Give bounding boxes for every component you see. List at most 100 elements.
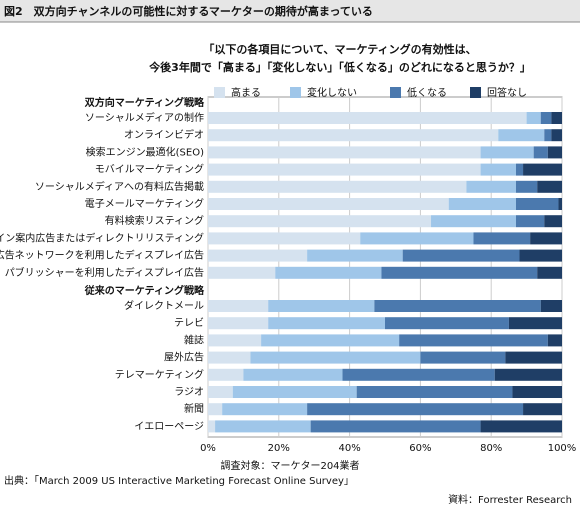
bar-segment xyxy=(208,163,481,176)
bar-segment xyxy=(515,163,524,176)
bar-segment xyxy=(208,334,262,347)
bar-segment xyxy=(480,146,534,159)
bar-segment xyxy=(540,112,552,124)
bar-segment xyxy=(208,420,216,433)
source: 出典：「March 2009 US Interactive Marketing … xyxy=(4,474,354,487)
y-tick-label: ラジオ xyxy=(174,386,204,398)
x-tick-label: 100% xyxy=(548,443,577,454)
legend-label: 変化しない xyxy=(307,86,357,99)
bar-segment xyxy=(356,386,513,398)
legend-label: 回答なし xyxy=(487,86,527,99)
bar-segment xyxy=(480,420,562,433)
bar-segment xyxy=(494,368,562,381)
bar-segment xyxy=(208,386,233,398)
bar-segment xyxy=(222,403,308,416)
y-tick-label: イエローページ xyxy=(134,421,204,432)
bar-segment xyxy=(250,351,421,364)
bar-segment xyxy=(523,403,562,416)
y-tick-label: 有料検索リスティング xyxy=(105,214,204,227)
x-tick-label: 60% xyxy=(409,443,431,454)
bar-segment xyxy=(515,198,559,210)
bar-segment xyxy=(551,129,562,142)
group-label: 双方向マーケティング戦略 xyxy=(85,96,205,109)
bar-segment xyxy=(208,403,223,416)
bar-segment xyxy=(208,129,499,142)
y-tick-label: モバイルマーケティング xyxy=(95,163,204,176)
x-tick-label: 0% xyxy=(200,443,216,454)
y-tick-label: 電子メールマーケティング xyxy=(85,197,204,210)
bar-segment xyxy=(498,129,545,142)
bar-segment xyxy=(558,198,562,210)
bar-segment xyxy=(519,249,562,262)
bar-segment xyxy=(307,403,524,416)
bar-segment xyxy=(268,317,385,330)
bar-segment xyxy=(505,351,562,364)
bar-segment xyxy=(208,112,527,124)
bar-segment xyxy=(208,368,244,381)
y-tick-label: ソーシャルメディアへの有料広告掲載 xyxy=(35,180,204,193)
bar-segment xyxy=(310,420,481,433)
bar-segment xyxy=(208,351,251,364)
y-tick-label: 雑誌 xyxy=(184,333,204,346)
bar-segment xyxy=(523,163,562,176)
bar-segment xyxy=(508,317,562,330)
x-tick-label: 40% xyxy=(338,443,360,454)
y-tick-label: 新聞 xyxy=(184,402,204,415)
y-tick-label: 検索エンジン最適化(SEO) xyxy=(86,145,204,158)
bar-segment xyxy=(208,232,361,245)
subtitle: 今後3年間で「高まる」「変化しない」「低くなる」のどれになると思うか？」 xyxy=(148,60,531,74)
legend-label: 高まる xyxy=(231,86,261,99)
legend-swatch xyxy=(290,87,301,98)
bar-segment xyxy=(208,300,269,312)
bar-segment xyxy=(537,266,562,279)
bar-segment xyxy=(480,163,516,176)
y-tick-label: ソーシャルメディアの制作 xyxy=(85,111,204,124)
bar-segment xyxy=(544,215,562,228)
bar-segment xyxy=(232,386,357,398)
bar-segment xyxy=(243,368,343,381)
bar-segment xyxy=(547,334,562,347)
bar-segment xyxy=(208,317,269,330)
bar-segment xyxy=(360,232,474,245)
y-tick-label: 広告ネットワークを利用したディスプレイ広告 xyxy=(0,249,204,262)
header-band xyxy=(0,0,580,22)
bar-segment xyxy=(261,334,400,347)
x-axis-label: 調査対象：マーケター204業者 xyxy=(220,459,359,472)
bar-segment xyxy=(530,232,562,245)
legend-label: 低くなる xyxy=(407,86,447,99)
legend-swatch xyxy=(214,87,225,98)
y-tick-label: 屋外広告 xyxy=(164,351,204,364)
bar-segment xyxy=(208,215,432,228)
x-tick-label: 80% xyxy=(480,443,502,454)
bar-segment xyxy=(512,386,562,398)
bar-segment xyxy=(466,180,516,193)
x-tick-label: 20% xyxy=(268,443,290,454)
y-tick-label: オンラインビデオ xyxy=(124,128,204,141)
y-tick-label: オンライン案内広告またはディレクトリリスティング xyxy=(0,231,204,244)
bar-segment xyxy=(551,112,562,124)
bar-segment xyxy=(544,129,552,142)
subtitle: 「以下の各項目について、マーケティングの有効性は、 xyxy=(203,42,476,56)
legend-swatch xyxy=(390,87,401,98)
bar-segment xyxy=(402,249,520,262)
bar-segment xyxy=(208,146,481,159)
bar-segment xyxy=(533,146,548,159)
bar-segment xyxy=(547,146,562,159)
bar-segment xyxy=(307,249,403,262)
legend-swatch xyxy=(470,87,481,98)
bar-segment xyxy=(275,266,382,279)
bar-segment xyxy=(381,266,538,279)
y-tick-label: パブリッシャーを利用したディスプレイ広告 xyxy=(5,266,204,279)
y-tick-label: ダイレクトメール xyxy=(124,299,204,312)
bar-segment xyxy=(215,420,311,433)
bar-segment xyxy=(374,300,541,312)
bar-segment xyxy=(342,368,495,381)
bar-segment xyxy=(420,351,506,364)
bar-segment xyxy=(473,232,531,245)
y-tick-label: テレマーケティング xyxy=(115,368,204,381)
bar-segment xyxy=(208,249,308,262)
bar-segment xyxy=(268,300,375,312)
page-title: 図2 双方向チャンネルの可能性に対するマーケターの期待が高まっている xyxy=(4,4,373,18)
bar-segment xyxy=(208,198,449,210)
